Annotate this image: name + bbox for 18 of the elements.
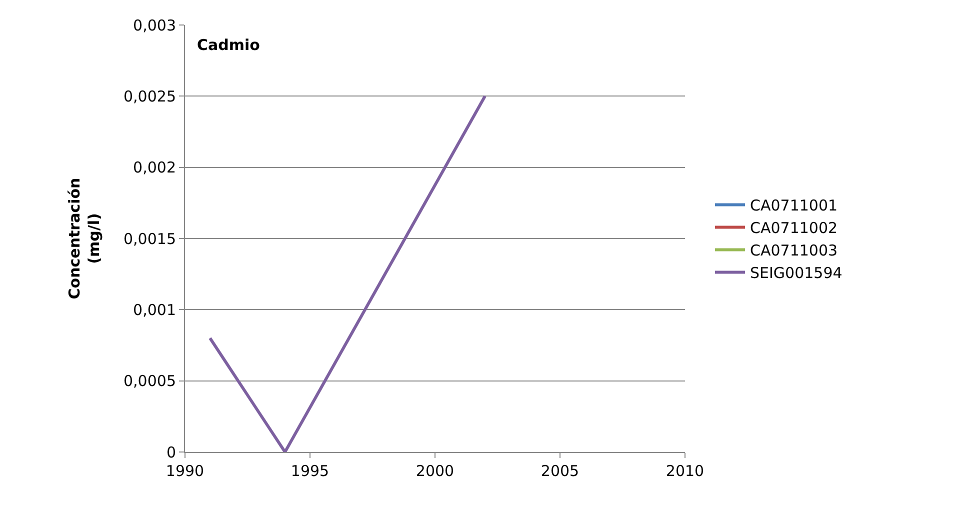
legend-label: CA0711002 xyxy=(750,219,838,238)
x-tick-label: 2000 xyxy=(416,462,454,480)
x-tick-label: 2010 xyxy=(666,462,704,480)
y-tick-label: 0,003 xyxy=(133,16,176,34)
y-axis-title: Concentración (mg/l) xyxy=(65,178,103,300)
text: Cadmio xyxy=(197,36,260,54)
y-tick-label: 0,0005 xyxy=(124,372,176,390)
y-tick-label: 0,001 xyxy=(133,300,176,319)
y-tick-label: 0 xyxy=(166,443,176,462)
x-tick-label: 1990 xyxy=(166,462,204,480)
y-tick-label: 0,0015 xyxy=(124,230,176,248)
y-tick-label: 0,0025 xyxy=(124,87,176,106)
x-tick-label: 1995 xyxy=(290,462,330,480)
legend-label: CA0711001 xyxy=(750,196,838,215)
y-tick-label: 0,002 xyxy=(133,158,176,177)
legend-label: SEIG001594 xyxy=(750,264,842,282)
x-tick-label: 2005 xyxy=(540,462,580,480)
legend-label: CA0711003 xyxy=(750,242,838,260)
